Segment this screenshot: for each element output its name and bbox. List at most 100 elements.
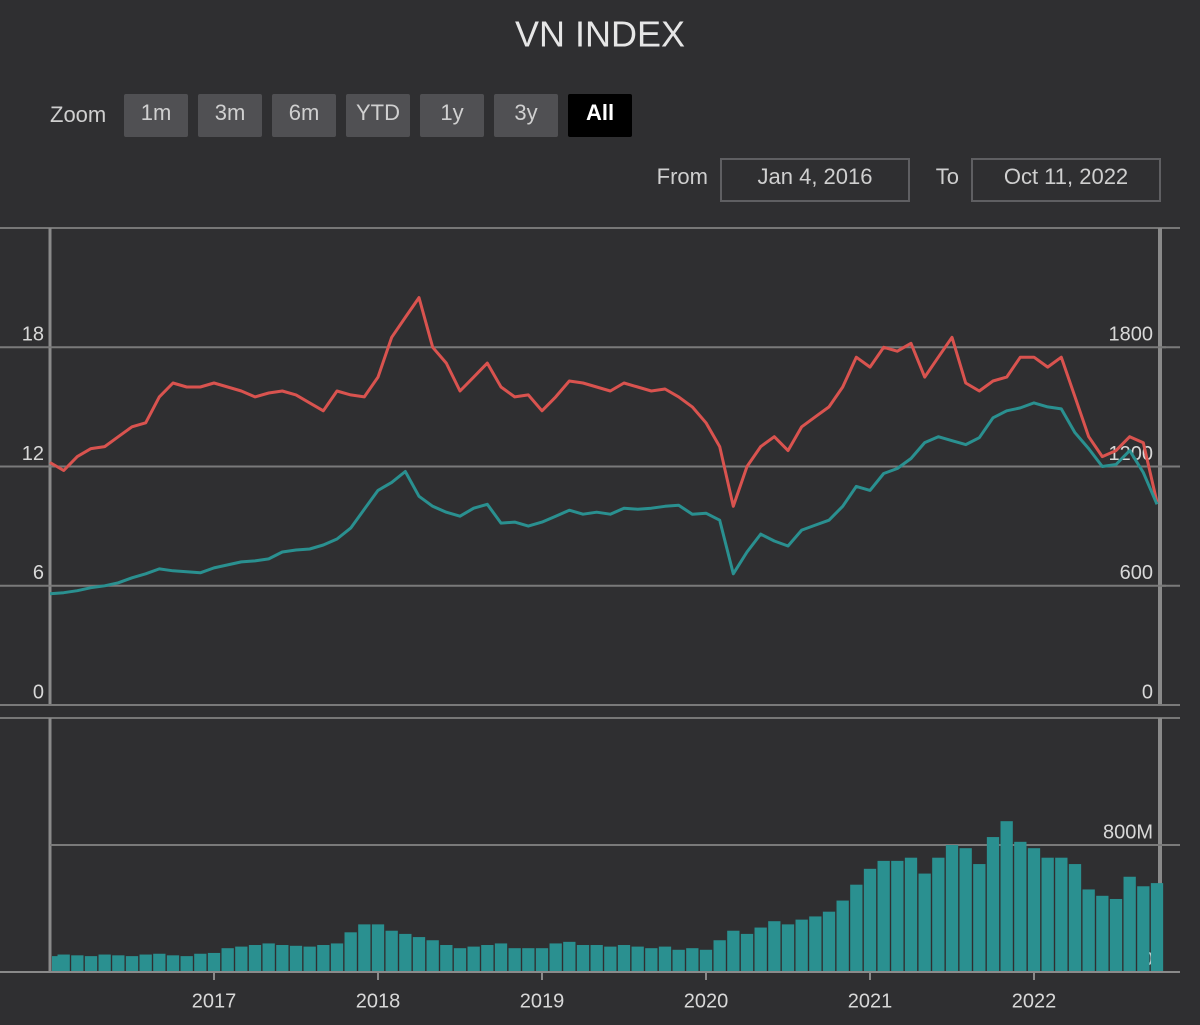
volume-bar <box>139 954 152 972</box>
volume-bar <box>125 956 139 972</box>
volume-bar <box>645 948 658 972</box>
volume-bar <box>549 943 562 972</box>
volume-bar <box>740 933 754 972</box>
volume-bar <box>727 930 740 972</box>
x-tick-label: 2017 <box>192 990 237 1012</box>
y2-tick-label: 1800 <box>1109 324 1154 346</box>
zoom-button-label[interactable]: 1y <box>440 100 463 125</box>
volume-bar <box>686 948 699 972</box>
volume-bar <box>358 924 371 972</box>
zoom-button[interactable] <box>346 94 410 137</box>
x-tick-label: 2019 <box>520 990 565 1012</box>
y-tick-label: 800M <box>1103 821 1153 843</box>
volume-bar <box>262 943 275 972</box>
y-tick-label: 6 <box>33 562 44 584</box>
from-input[interactable] <box>720 158 910 202</box>
volume-bar <box>836 900 849 972</box>
volume-bar <box>891 860 904 972</box>
volume-bar <box>918 873 931 972</box>
to-value[interactable]: Oct 11, 2022 <box>1004 164 1128 189</box>
volume-bar <box>481 945 494 972</box>
volume-bar <box>658 946 672 972</box>
from-value[interactable]: Jan 4, 2016 <box>758 164 873 189</box>
zoom-button[interactable] <box>494 94 558 137</box>
volume-bar <box>1014 841 1027 972</box>
volume-bar <box>344 932 357 972</box>
volume-bar <box>330 943 344 972</box>
zoom-button-label[interactable]: 3y <box>514 100 537 125</box>
volume-bar <box>617 945 631 972</box>
volume-bar <box>235 946 248 972</box>
zoom-button[interactable] <box>568 94 632 137</box>
volume-bar <box>71 955 84 972</box>
volume-bar <box>1041 857 1054 972</box>
zoom-button-label[interactable]: All <box>586 100 614 125</box>
series-line <box>49 296 1159 508</box>
volume-bar <box>1027 848 1041 972</box>
chart-title: VN INDEX <box>515 14 685 55</box>
volume-bar <box>863 868 877 972</box>
volume-bar <box>672 949 685 972</box>
volume-bar <box>699 949 713 972</box>
volume-bar <box>822 911 836 972</box>
volume-bar <box>713 940 726 972</box>
volume-bar <box>276 945 289 972</box>
volume-bar <box>1123 876 1136 972</box>
volume-bar <box>1137 886 1150 972</box>
volume-bar <box>590 945 603 972</box>
to-input[interactable] <box>971 158 1161 202</box>
zoom-button[interactable] <box>124 94 188 137</box>
volume-bar <box>1068 864 1082 972</box>
volume-bar <box>781 924 795 972</box>
x-tick-label: 2020 <box>684 990 729 1012</box>
volume-bar <box>426 940 439 972</box>
zoom-button[interactable] <box>272 94 336 137</box>
volume-bar <box>248 945 262 972</box>
volume-bar <box>809 916 822 972</box>
zoom-button[interactable] <box>420 94 484 137</box>
volume-bar <box>535 948 549 972</box>
volume-bar <box>166 955 180 972</box>
zoom-button-label[interactable]: 3m <box>215 100 246 125</box>
volume-bar <box>112 955 125 972</box>
y2-tick-label: 600 <box>1120 562 1153 584</box>
y-tick-label: 0 <box>33 681 44 703</box>
volume-bar <box>317 945 330 972</box>
volume-bar <box>1082 889 1095 972</box>
volume-bar <box>303 946 316 972</box>
zoom-button[interactable] <box>198 94 262 137</box>
volume-bar <box>1096 895 1109 972</box>
volume-bar <box>494 943 508 972</box>
volume-bar <box>576 945 590 972</box>
volume-bar <box>1150 883 1164 972</box>
volume-bar <box>631 946 644 972</box>
zoom-button-label[interactable]: 6m <box>289 100 320 125</box>
volume-bar <box>945 845 959 972</box>
zoom-button-label[interactable]: YTD <box>356 100 400 125</box>
volume-bar <box>399 933 412 972</box>
volume-bar <box>180 956 193 972</box>
volume-bar <box>850 884 863 972</box>
volume-bar <box>1109 898 1123 972</box>
volume-bar <box>877 860 890 972</box>
volume-bar <box>57 954 70 972</box>
volume-bar <box>795 919 808 972</box>
volume-bar <box>385 930 398 972</box>
x-tick-label: 2022 <box>1012 990 1057 1012</box>
y-tick-label: 12 <box>22 443 44 465</box>
series-line <box>49 401 1159 596</box>
volume-bar <box>508 948 521 972</box>
x-tick-label: 2018 <box>356 990 401 1012</box>
volume-bar <box>412 937 426 972</box>
zoom-button-label[interactable]: 1m <box>141 100 172 125</box>
volume-bar <box>153 953 166 972</box>
volume-bar <box>754 927 767 972</box>
volume-bar <box>221 948 234 972</box>
volume-bar <box>768 921 781 972</box>
volume-bar <box>467 946 480 972</box>
volume-bar <box>522 948 535 972</box>
volume-bar <box>1000 821 1013 972</box>
volume-bar <box>453 948 467 972</box>
